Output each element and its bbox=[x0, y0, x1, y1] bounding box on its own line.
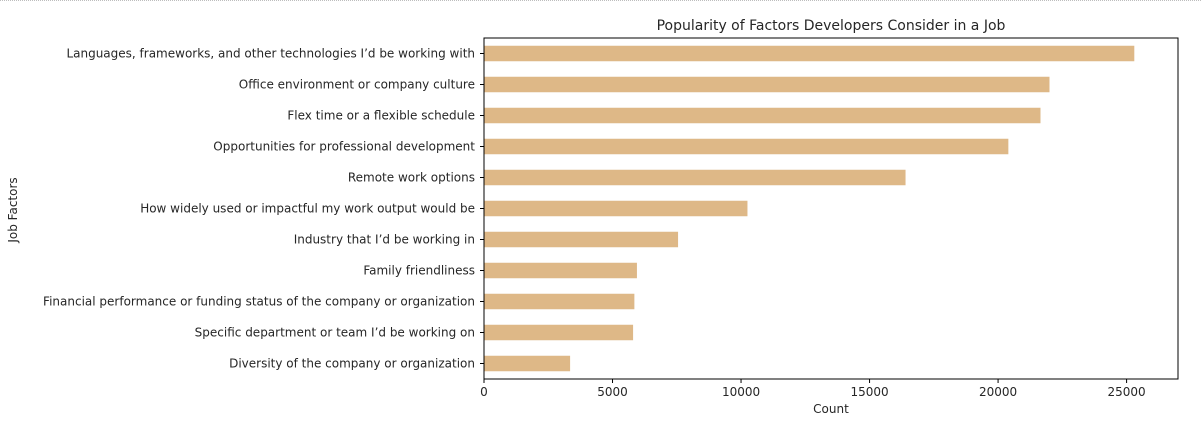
category-label: Flex time or a flexible schedule bbox=[287, 109, 475, 123]
bars-group bbox=[484, 45, 1135, 372]
x-axis-ticks: 0 5000 10000 15000 20000 25000 bbox=[480, 379, 1146, 399]
bar bbox=[484, 138, 1009, 155]
category-label: Opportunities for professional developme… bbox=[213, 140, 475, 154]
x-axis-title: Count bbox=[813, 402, 849, 416]
bar bbox=[484, 200, 748, 217]
y-axis-title: Job Factors bbox=[6, 177, 20, 243]
bar bbox=[484, 355, 571, 372]
category-label: Diversity of the company or organization bbox=[229, 357, 475, 371]
x-tick-label: 10000 bbox=[722, 385, 760, 399]
bar bbox=[484, 231, 679, 248]
category-label: How widely used or impactful my work out… bbox=[140, 202, 475, 216]
bar bbox=[484, 324, 634, 341]
x-tick-label: 20000 bbox=[979, 385, 1017, 399]
x-tick-label: 0 bbox=[480, 385, 488, 399]
bar bbox=[484, 107, 1041, 124]
category-label: Specific department or team I’d be worki… bbox=[195, 326, 475, 340]
category-label: Family friendliness bbox=[363, 264, 475, 278]
category-labels: Languages, frameworks, and other technol… bbox=[43, 47, 484, 371]
category-label: Languages, frameworks, and other technol… bbox=[66, 47, 475, 61]
bar bbox=[484, 293, 635, 310]
bar bbox=[484, 262, 637, 279]
category-label: Financial performance or funding status … bbox=[43, 295, 475, 309]
plot-area-frame bbox=[483, 37, 1179, 380]
chart-title: Popularity of Factors Developers Conside… bbox=[657, 18, 1006, 34]
bar bbox=[484, 169, 906, 186]
x-tick-label: 25000 bbox=[1107, 385, 1145, 399]
category-label: Remote work options bbox=[348, 171, 475, 185]
bar bbox=[484, 45, 1135, 62]
x-tick-label: 15000 bbox=[850, 385, 888, 399]
category-label: Office environment or company culture bbox=[239, 78, 475, 92]
x-tick-label: 5000 bbox=[597, 385, 628, 399]
bar bbox=[484, 76, 1050, 93]
category-label: Industry that I’d be working in bbox=[294, 233, 475, 247]
